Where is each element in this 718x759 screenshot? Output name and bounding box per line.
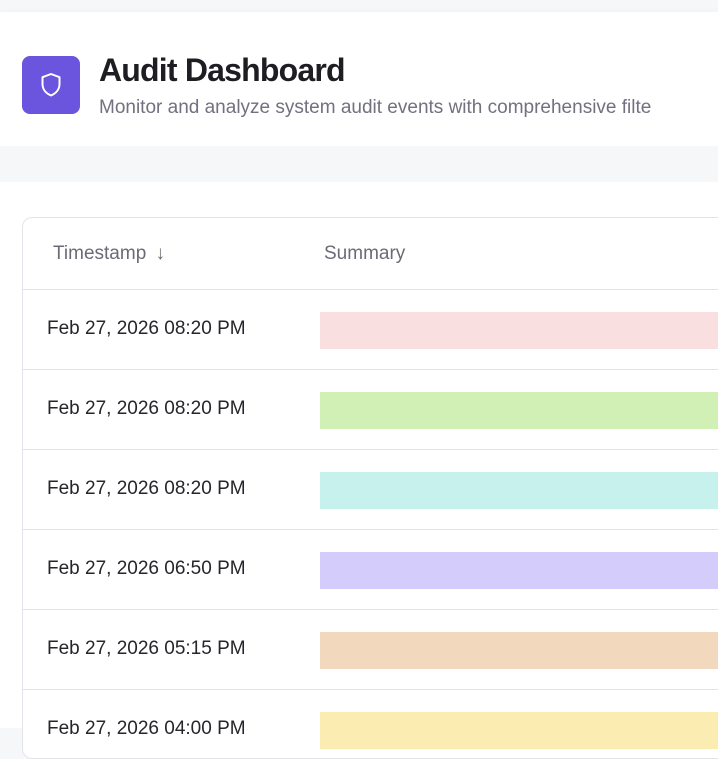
audit-table: Timestamp ↓ Summary Feb 27, 2026 08:20 P… [22, 217, 718, 759]
section-gap [0, 146, 718, 182]
column-label: Timestamp [53, 243, 147, 264]
table-header: Timestamp ↓ Summary [23, 218, 718, 290]
sort-desc-icon: ↓ [155, 243, 166, 264]
timestamp-cell: Feb 27, 2026 05:15 PM [47, 638, 246, 659]
timestamp-cell: Feb 27, 2026 08:20 PM [47, 318, 246, 339]
table-row[interactable]: Feb 27, 2026 08:20 PM [23, 290, 718, 370]
timestamp-cell: Feb 27, 2026 04:00 PM [47, 718, 246, 739]
summary-placeholder [320, 712, 718, 749]
summary-placeholder [320, 552, 718, 589]
timestamp-cell: Feb 27, 2026 06:50 PM [47, 558, 246, 579]
summary-placeholder [320, 472, 718, 509]
summary-placeholder [320, 312, 718, 349]
page-title: Audit Dashboard [99, 52, 346, 88]
table-row[interactable]: Feb 27, 2026 05:15 PM [23, 610, 718, 690]
column-header-timestamp[interactable]: Timestamp ↓ [53, 243, 165, 265]
summary-placeholder [320, 632, 718, 669]
timestamp-cell: Feb 27, 2026 08:20 PM [47, 398, 246, 419]
table-row[interactable]: Feb 27, 2026 06:50 PM [23, 530, 718, 610]
table-row[interactable]: Feb 27, 2026 08:20 PM [23, 370, 718, 450]
summary-placeholder [320, 392, 718, 429]
shield-icon [41, 73, 61, 97]
column-header-summary[interactable]: Summary [324, 243, 406, 264]
page-subtitle: Monitor and analyze system audit events … [99, 97, 652, 118]
app-logo [22, 56, 80, 114]
page-header: Audit Dashboard Monitor and analyze syst… [0, 12, 718, 146]
table-row[interactable]: Feb 27, 2026 04:00 PM [23, 690, 718, 758]
timestamp-cell: Feb 27, 2026 08:20 PM [47, 478, 246, 499]
table-row[interactable]: Feb 27, 2026 08:20 PM [23, 450, 718, 530]
